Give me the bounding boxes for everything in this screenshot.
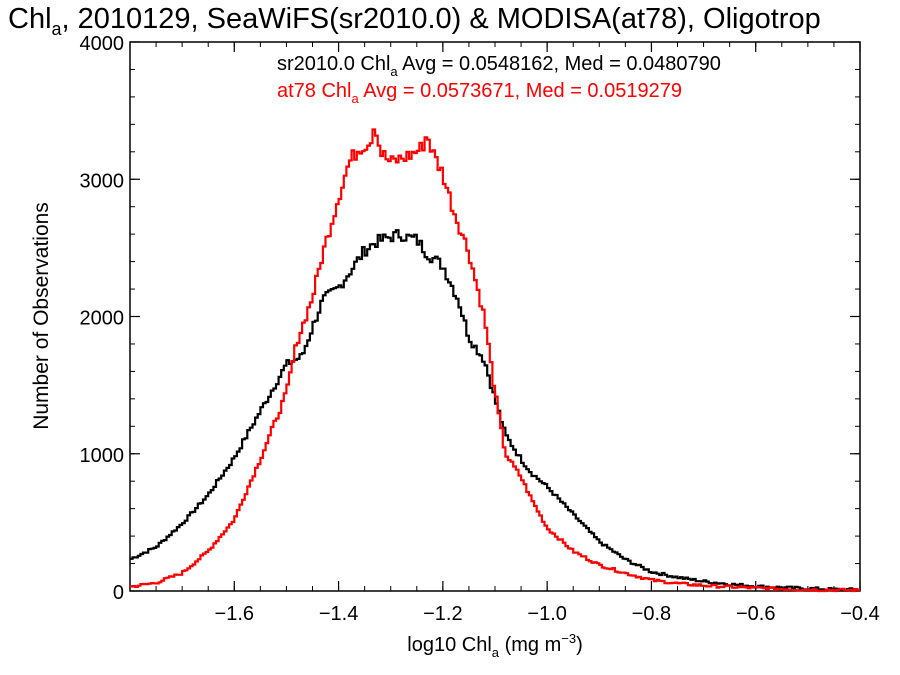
xlabel-subscript: a <box>492 645 500 660</box>
legend-1-subscript: a <box>390 64 398 79</box>
y-axis-label: Number of Observations <box>30 202 53 430</box>
legend-1-stats: Avg = 0.0548162, Med = 0.0480790 <box>398 53 721 75</box>
x-tick-label-1: −1.4 <box>319 603 358 625</box>
legend-2-label: at78 Chl <box>277 80 352 102</box>
legend-series-1: sr2010.0 Chla Avg = 0.0548162, Med = 0.0… <box>277 53 721 79</box>
y-tick-label-2: 2000 <box>80 308 125 330</box>
legend-2-stats: Avg = 0.0573671, Med = 0.0519279 <box>359 80 682 102</box>
x-tick-label-3: −1.0 <box>527 603 566 625</box>
x-axis-ticks: −1.6 −1.4 −1.2 −1.0 −0.8 −0.6 −0.4 <box>129 42 880 625</box>
series-line-2 <box>130 128 860 593</box>
legend-series-2: at78 Chla Avg = 0.0573671, Med = 0.05192… <box>277 80 682 106</box>
series-line-1 <box>130 229 860 592</box>
xlabel-main: log10 Chl <box>407 634 492 656</box>
series-layer <box>130 128 860 593</box>
x-tick-label-5: −0.6 <box>736 603 775 625</box>
x-tick-label-2: −1.2 <box>423 603 462 625</box>
legend-2-subscript: a <box>352 91 360 106</box>
legend-1-label: sr2010.0 Chl <box>277 53 390 75</box>
xlabel-superscript: −3 <box>561 631 576 646</box>
x-axis-label: log10 Chla (mg m−3) <box>407 631 582 660</box>
chart-title: Chla, 2010129, SeaWiFS(sr2010.0) & MODIS… <box>8 3 821 39</box>
y-tick-label-3: 3000 <box>80 170 125 192</box>
y-tick-label-1: 1000 <box>80 445 125 467</box>
y-axis-ticks: 0 1000 2000 3000 4000 <box>80 33 860 604</box>
y-tick-label-0: 0 <box>113 582 124 604</box>
xlabel-units: (mg m <box>499 634 561 656</box>
title-rest: , 2010129, SeaWiFS(sr2010.0) & MODISA(at… <box>62 3 821 35</box>
x-tick-label-6: −0.4 <box>840 603 879 625</box>
title-subscript: a <box>52 19 63 39</box>
title-main: Chl <box>8 3 52 35</box>
x-tick-label-4: −0.8 <box>632 603 671 625</box>
xlabel-close: ) <box>576 634 583 656</box>
y-tick-label-4: 4000 <box>80 33 125 55</box>
x-tick-label-0: −1.6 <box>215 603 254 625</box>
